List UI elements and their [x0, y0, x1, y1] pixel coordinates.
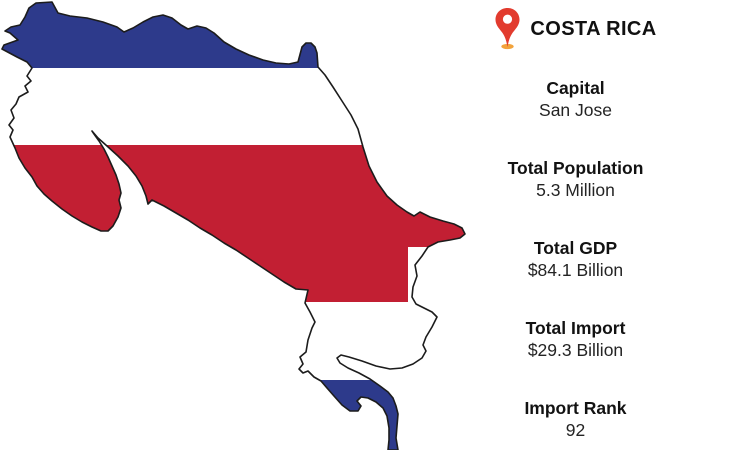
- flag-stripe-red: [2, 145, 465, 302]
- costa-rica-map-svg: [1, 1, 466, 450]
- stat-total-gdp: Total GDP $84.1 Billion: [468, 237, 683, 281]
- country-info-panel: COSTA RICA Capital San Jose Total Popula…: [468, 0, 683, 450]
- stat-total-import-value: $29.3 Billion: [527, 340, 624, 360]
- stat-import-rank-value: 92: [565, 420, 586, 440]
- costa-rica-flag-map: [1, 1, 466, 450]
- country-name: COSTA RICA: [530, 17, 657, 40]
- country-outline: [1, 1, 466, 450]
- country-header: COSTA RICA: [468, 6, 683, 52]
- country-stats: Capital San Jose Total Population 5.3 Mi…: [468, 77, 683, 441]
- stat-total-population: Total Population 5.3 Million: [468, 157, 683, 201]
- stat-import-rank: Import Rank 92: [468, 397, 683, 441]
- pin-body: [495, 8, 520, 47]
- flag-stripe-blue-top: [2, 2, 465, 68]
- location-pin-icon: [494, 7, 521, 51]
- stat-capital-label: Capital: [546, 78, 605, 98]
- stat-total-population-value: 5.3 Million: [536, 180, 615, 200]
- stat-total-import-label: Total Import: [525, 318, 626, 338]
- stat-capital-value: San Jose: [539, 100, 612, 120]
- flag-stripes: [2, 2, 465, 450]
- stat-total-import: Total Import $29.3 Billion: [468, 317, 683, 361]
- stat-import-rank-label: Import Rank: [524, 398, 627, 418]
- stat-total-gdp-value: $84.1 Billion: [527, 260, 624, 280]
- stat-total-population-label: Total Population: [507, 158, 644, 178]
- stat-total-gdp-label: Total GDP: [533, 238, 618, 258]
- pin-hole: [503, 14, 513, 24]
- flag-stripe-blue-bottom: [2, 380, 465, 450]
- stat-capital: Capital San Jose: [468, 77, 683, 121]
